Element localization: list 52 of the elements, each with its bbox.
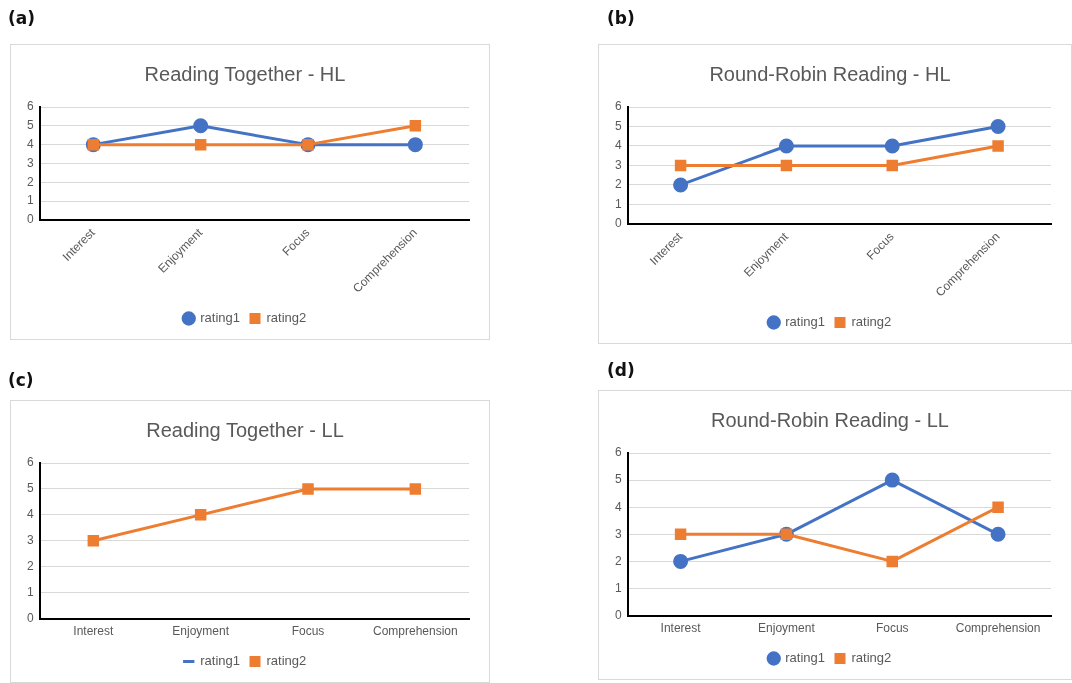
y-tick-label: 4 [614,138,622,153]
legend-label: rating1 [200,310,240,326]
y-tick-label: 6 [614,445,622,460]
chart-title: Reading Together - HL [144,62,346,85]
x-tick-label: Interest [73,624,115,639]
y-tick-label: 4 [26,507,34,522]
chart-title: Round-Robin Reading - LL [711,408,949,431]
y-tick-label: 3 [26,533,34,548]
text: (a) [8,8,36,28]
legend-label: rating1 [785,650,825,666]
y-tick-label: 4 [26,136,34,151]
legend-label: rating1 [200,653,240,669]
y-tick-label: 0 [26,610,34,625]
x-tick-label: Focus [875,621,909,636]
text: (c) [8,370,34,390]
y-tick-label: 0 [26,212,34,227]
y-tick-label: 1 [26,193,34,208]
x-tick-label: Comprehension [955,621,1041,636]
legend-label: rating2 [851,650,892,666]
text: (b) [607,8,635,28]
y-tick-label: 5 [26,481,34,496]
y-tick-label: 5 [26,118,34,133]
y-tick-label: 1 [26,584,34,599]
y-tick-label: 6 [26,99,34,114]
y-tick-label: 4 [614,499,622,514]
x-tick-label: Enjoyment [172,624,230,639]
y-tick-label: 1 [614,196,622,211]
chart-title: Round-Robin Reading - HL [709,62,951,85]
y-tick-label: 2 [26,559,34,574]
y-tick-label: 6 [26,455,34,470]
y-tick-label: 1 [614,580,622,595]
y-tick-label: 3 [614,526,622,541]
y-tick-label: 6 [614,99,622,114]
y-tick-label: 0 [614,607,622,622]
y-tick-label: 5 [614,472,622,487]
y-tick-label: 3 [614,157,622,172]
x-tick-label: Comprehension [372,624,458,639]
x-tick-label: Focus [291,624,325,639]
legend-label: rating1 [785,314,825,330]
y-tick-label: 2 [26,174,34,189]
text: (d) [607,360,635,380]
x-tick-label: Interest [660,621,702,636]
legend-label: rating2 [266,653,307,669]
y-tick-label: 3 [26,155,34,170]
chart-title: Reading Together - LL [146,418,344,441]
legend-label: rating2 [266,310,307,326]
legend-label: rating2 [851,314,892,330]
y-tick-label: 2 [614,177,622,192]
y-tick-label: 2 [614,553,622,568]
y-tick-label: 0 [614,216,622,231]
x-tick-label: Enjoyment [758,621,816,636]
y-tick-label: 5 [614,118,622,133]
